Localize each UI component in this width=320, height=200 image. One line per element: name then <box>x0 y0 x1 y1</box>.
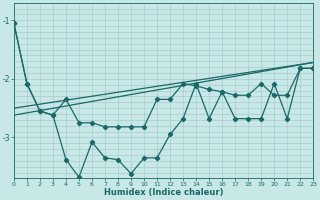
X-axis label: Humidex (Indice chaleur): Humidex (Indice chaleur) <box>104 188 223 197</box>
